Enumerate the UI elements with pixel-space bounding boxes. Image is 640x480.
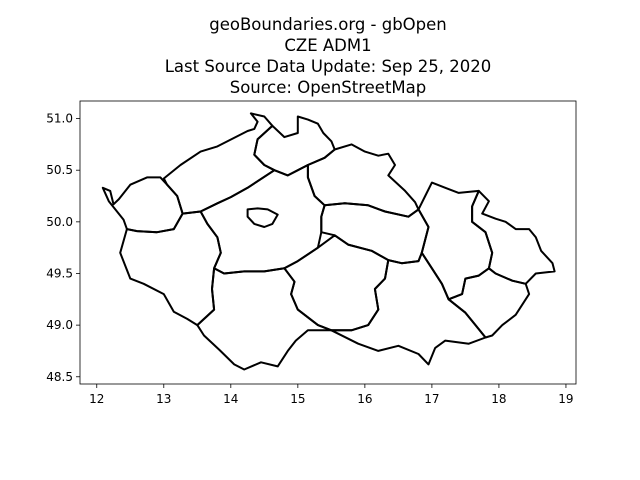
region-pardubicky xyxy=(320,202,430,265)
y-axis: 48.5 49.0 49.5 50.0 50.5 51.0 xyxy=(46,112,80,384)
y-tick-label: 49.5 xyxy=(46,266,73,280)
x-tick-label: 19 xyxy=(558,392,573,406)
y-tick-label: 49.0 xyxy=(46,318,73,332)
region-jihocesky xyxy=(196,267,333,371)
region-moravskoslezsky xyxy=(471,189,556,285)
x-tick-label: 17 xyxy=(424,392,439,406)
region-boundaries xyxy=(101,112,556,371)
region-karlovarsky xyxy=(101,176,184,234)
title-line-3: Last Source Data Update: Sep 25, 2020 xyxy=(165,57,492,76)
plot-frame xyxy=(79,100,577,385)
region-jihomoravsky xyxy=(330,251,487,366)
region-plzensky xyxy=(119,210,222,327)
x-tick-label: 12 xyxy=(89,392,104,406)
region-olomoucky xyxy=(417,181,494,301)
x-tick-label: 13 xyxy=(156,392,171,406)
y-tick-label: 48.5 xyxy=(46,370,73,384)
x-tick-label: 15 xyxy=(290,392,305,406)
x-tick-label: 16 xyxy=(357,392,372,406)
title-line-4: Source: OpenStreetMap xyxy=(230,78,427,97)
x-axis: 12 13 14 15 16 17 18 19 xyxy=(89,384,574,406)
title-line-1: geoBoundaries.org - gbOpen xyxy=(209,15,447,34)
region-praha xyxy=(246,207,279,228)
x-tick-label: 18 xyxy=(491,392,506,406)
y-tick-label: 50.5 xyxy=(46,163,73,177)
y-tick-label: 51.0 xyxy=(46,112,73,126)
title-line-2: CZE ADM1 xyxy=(284,36,371,55)
region-zlinsky xyxy=(447,267,531,339)
map-title: geoBoundaries.org - gbOpen CZE ADM1 Last… xyxy=(165,15,492,97)
x-tick-label: 14 xyxy=(223,392,238,406)
y-tick-label: 50.0 xyxy=(46,215,73,229)
region-vysocina xyxy=(283,234,390,332)
region-ustecky xyxy=(162,112,276,215)
region-liberecky xyxy=(253,115,336,177)
